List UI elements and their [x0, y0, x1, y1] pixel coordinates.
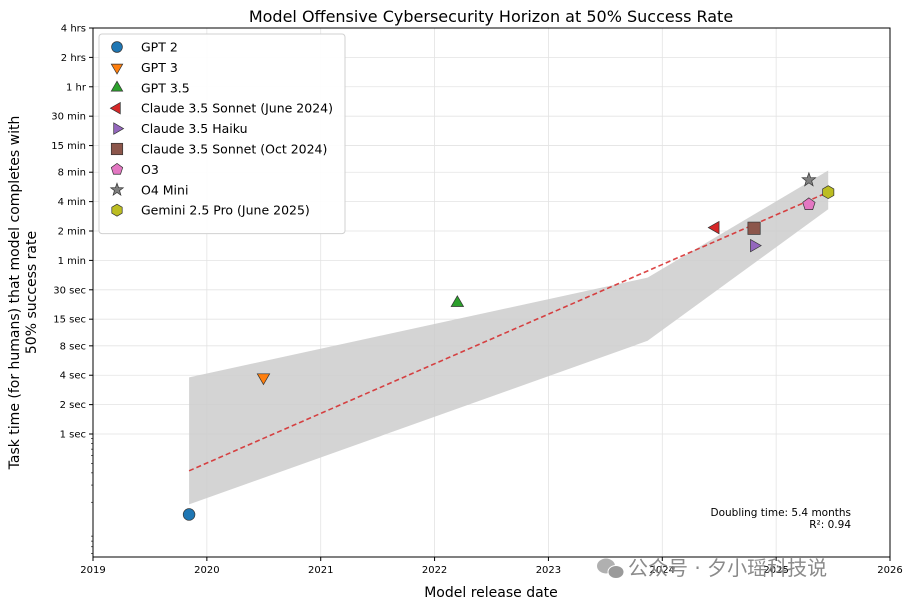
legend-marker	[111, 203, 123, 217]
y-tick-label: 1 sec	[60, 430, 86, 441]
x-tick-label: 2025	[763, 565, 788, 576]
x-axis-title: Model release date	[424, 585, 558, 601]
x-tick-label: 2019	[80, 565, 105, 576]
y-tick-label: 15 min	[51, 141, 86, 152]
y-tick-label: 30 sec	[53, 285, 86, 296]
legend-label: Claude 3.5 Sonnet (Oct 2024)	[141, 142, 327, 157]
legend-marker	[110, 63, 124, 75]
data-point	[707, 220, 720, 235]
legend-marker	[113, 122, 125, 135]
y-tick-label: 8 sec	[60, 341, 86, 352]
confidence-band	[189, 170, 829, 505]
annotation-line: R²: 0.94	[809, 519, 851, 531]
y-tick-label: 30 min	[51, 112, 86, 123]
y-tick-label: 1 min	[58, 256, 86, 267]
x-tick-label: 2026	[877, 565, 902, 576]
data-point	[802, 197, 816, 210]
x-tick-label: 2022	[422, 565, 447, 576]
legend-label: GPT 3	[141, 60, 178, 75]
data-point	[450, 295, 465, 307]
confidence-band-layer	[189, 170, 829, 505]
legend: GPT 2 GPT 3 GPT 3.5 Claude 3.5 Sonnet (June…	[98, 33, 346, 235]
y-tick-label: 4 sec	[60, 371, 86, 382]
x-tick-label: 2020	[194, 565, 219, 576]
watermark: 公众号 · 夕小瑶科技说	[597, 556, 827, 580]
data-points	[182, 171, 835, 521]
y-tick-label: 2 sec	[60, 400, 86, 411]
y-tick-label: 4 hrs	[61, 24, 86, 35]
chart-title: Model Offensive Cybersecurity Horizon at…	[249, 7, 733, 26]
legend-label: O4 Mini	[141, 182, 188, 197]
trend-line-layer	[188, 191, 829, 472]
x-tick-label: 2021	[308, 565, 333, 576]
legend-marker	[110, 80, 124, 92]
y-tick-label: 2 hrs	[61, 53, 86, 64]
legend-label: O3	[141, 162, 159, 177]
legend-marker	[111, 41, 123, 53]
axes: 2019 2020 2021 2022 2023 2024 2025 2026 1 sec 2 s…	[51, 24, 902, 577]
legend-label: Gemini 2.5 Pro (June 2025)	[141, 203, 310, 218]
data-point	[801, 171, 817, 187]
y-axis-title-line: 50% success rate	[24, 231, 40, 354]
y-tick-label: 8 min	[58, 168, 86, 179]
legend-marker	[110, 162, 124, 175]
y-tick-label: 2 min	[58, 227, 86, 238]
wechat-icon	[597, 558, 625, 579]
watermark-text: 公众号 · 夕小瑶科技说	[628, 556, 827, 580]
trend-line	[188, 191, 829, 472]
legend-marker	[109, 182, 125, 196]
legend-box	[98, 33, 346, 235]
legend-marker	[109, 101, 121, 115]
x-tick-label: 2024	[650, 565, 675, 576]
plot-frame	[92, 27, 891, 558]
data-point	[182, 508, 196, 521]
data-point	[750, 238, 762, 253]
legend-label: Claude 3.5 Haiku	[141, 121, 248, 136]
legend-marker	[110, 142, 124, 156]
x-tick-label: 2023	[536, 565, 561, 576]
legend-label: GPT 3.5	[141, 80, 190, 95]
legend-label: Claude 3.5 Sonnet (June 2024)	[141, 101, 333, 116]
data-point	[747, 221, 761, 235]
data-point	[256, 373, 271, 386]
y-axis-title: Task time (for humans) that model comple…	[7, 116, 40, 471]
y-tick-label: 4 min	[58, 197, 86, 208]
y-tick-label: 15 sec	[53, 315, 86, 326]
annotation-line: Doubling time: 5.4 months	[710, 507, 851, 519]
legend-label: GPT 2	[141, 40, 178, 55]
data-point	[822, 185, 835, 200]
y-axis-title-line: Task time (for humans) that model comple…	[7, 116, 23, 471]
y-tick-label: 1 hr	[66, 82, 87, 93]
